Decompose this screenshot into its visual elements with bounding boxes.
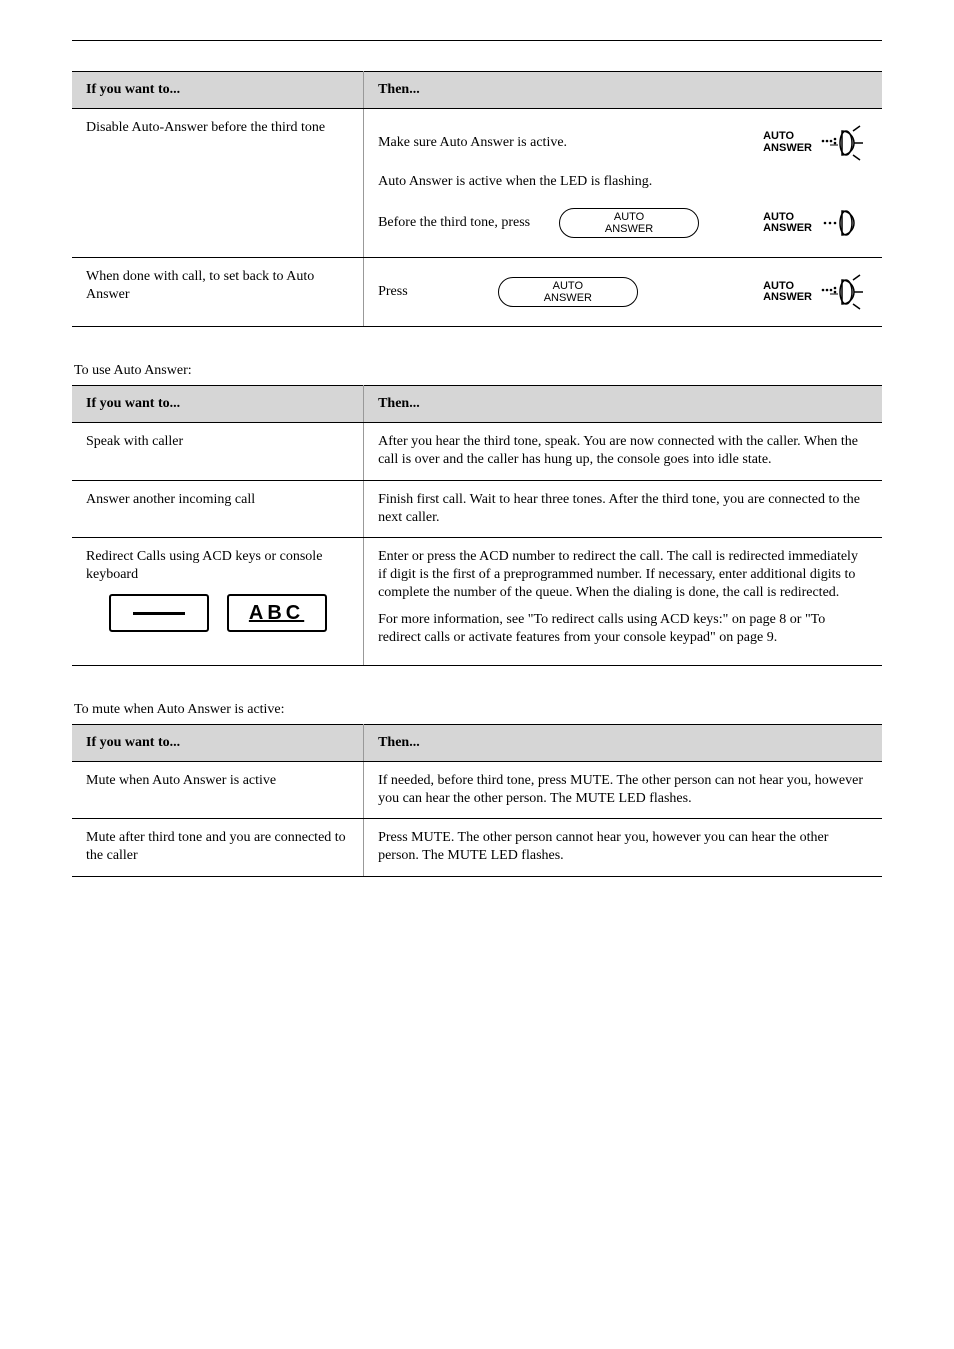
cell-left: Answer another incoming call xyxy=(86,491,349,509)
cell-left: Mute when Auto Answer is active xyxy=(86,772,349,790)
abc-key-icon: ABC xyxy=(227,594,327,632)
cell-left: Speak with caller xyxy=(86,433,349,451)
table-mute-auto-answer: If you want to... Then... Mute when Auto… xyxy=(72,724,882,877)
table-header-then: Then... xyxy=(364,386,882,423)
top-rule xyxy=(72,40,882,41)
cell-left: When done with call, to set back to Auto… xyxy=(86,268,349,304)
caption: To mute when Auto Answer is active: xyxy=(74,702,882,718)
line-text: For more information, see "To redirect c… xyxy=(378,611,868,647)
table-header-if: If you want to... xyxy=(72,72,364,109)
table-row: Answer another incoming call Finish firs… xyxy=(72,480,882,537)
cell-right: Make sure Auto Answer is active. AUTOANS… xyxy=(378,119,868,247)
line-text: Auto Answer is active when the LED is fl… xyxy=(378,173,868,191)
line-text: Press xyxy=(378,283,408,301)
caption: To use Auto Answer: xyxy=(74,363,882,379)
line-text: Enter or press the ACD number to redirec… xyxy=(378,548,868,603)
led-flashing-icon xyxy=(816,119,864,167)
table-disable-auto-answer: If you want to... Then... Disable Auto-A… xyxy=(72,71,882,327)
table-use-auto-answer: If you want to... Then... Speak with cal… xyxy=(72,385,882,666)
page: If you want to... Then... Disable Auto-A… xyxy=(0,0,954,963)
led-status: AUTOANSWER xyxy=(728,199,868,247)
led-flashing-icon xyxy=(816,268,864,316)
table-row: Disable Auto-Answer before the third ton… xyxy=(72,109,882,258)
cell-left: Redirect Calls using ACD keys or console… xyxy=(86,548,349,632)
table-row: Mute when Auto Answer is active If neede… xyxy=(72,761,882,818)
auto-answer-button: AUTOANSWER xyxy=(498,277,638,307)
line-text: Make sure Auto Answer is active. xyxy=(378,134,728,152)
led-label: AUTOANSWER xyxy=(763,281,812,304)
led-label: AUTOANSWER xyxy=(763,131,812,154)
led-status: AUTOANSWER xyxy=(728,119,868,167)
led-off-icon xyxy=(816,199,864,247)
cell-right: Finish first call. Wait to hear three to… xyxy=(378,491,868,527)
table-row: Redirect Calls using ACD keys or console… xyxy=(72,537,882,665)
led-status: AUTOANSWER xyxy=(728,268,868,316)
cell-right: If needed, before third tone, press MUTE… xyxy=(378,772,868,808)
cell-left: Disable Auto-Answer before the third ton… xyxy=(86,119,349,137)
table-row: When done with call, to set back to Auto… xyxy=(72,258,882,327)
table-header-then: Then... xyxy=(364,724,882,761)
table-header-if: If you want to... xyxy=(72,386,364,423)
table-row: Mute after third tone and you are connec… xyxy=(72,819,882,876)
table-header-then: Then... xyxy=(364,72,882,109)
led-label: AUTOANSWER xyxy=(763,212,812,235)
auto-answer-button: AUTOANSWER xyxy=(559,208,699,238)
blank-key-icon xyxy=(109,594,209,632)
hardware-keys: ABC xyxy=(86,594,349,632)
line-text: Before the third tone, press xyxy=(378,214,530,232)
line-text: Redirect Calls using ACD keys or console… xyxy=(86,549,322,582)
cell-right: Press AUTOANSWER AUTOANSWER xyxy=(378,268,868,316)
cell-right: Enter or press the ACD number to redirec… xyxy=(378,548,868,647)
table-row: Speak with caller After you hear the thi… xyxy=(72,423,882,480)
cell-right: Press MUTE. The other person cannot hear… xyxy=(378,829,868,865)
cell-left: Mute after third tone and you are connec… xyxy=(86,829,349,865)
table-header-if: If you want to... xyxy=(72,724,364,761)
cell-right: After you hear the third tone, speak. Yo… xyxy=(378,433,868,469)
